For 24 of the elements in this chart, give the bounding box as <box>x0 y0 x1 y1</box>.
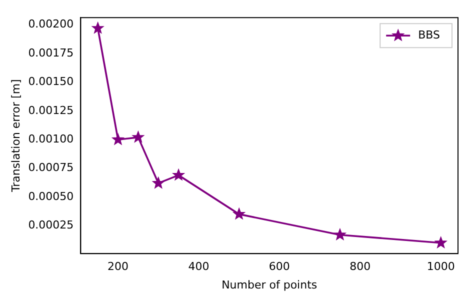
y-tick-label: 0.00050 <box>28 190 74 203</box>
point <box>112 134 124 145</box>
x-tick-label: 400 <box>188 260 210 274</box>
point <box>132 131 144 142</box>
point <box>172 169 184 180</box>
x-tick-label: 200 <box>108 260 129 274</box>
x-tick-label: 600 <box>268 260 290 274</box>
y-tick-label: 0.00100 <box>28 132 74 146</box>
legend-label: BBS <box>418 28 440 42</box>
y-axis-title: Translation error [m] <box>9 79 22 194</box>
point <box>152 177 164 188</box>
point <box>92 22 104 34</box>
y-tick-label: 0.00025 <box>28 218 74 232</box>
point <box>435 236 447 248</box>
point <box>334 228 346 240</box>
x-axis-title: Number of points <box>222 278 318 292</box>
y-tick-label: 0.00150 <box>28 75 74 88</box>
y-tick-label: 0.00125 <box>28 104 74 117</box>
y-tick-label: 0.00175 <box>28 46 74 60</box>
x-tick-label: 800 <box>350 260 371 274</box>
y-tick-label: 0.00200 <box>28 18 74 31</box>
y-tick-label: 0.00075 <box>28 161 74 174</box>
point <box>233 208 245 220</box>
x-tick-label: 1000 <box>426 260 455 274</box>
